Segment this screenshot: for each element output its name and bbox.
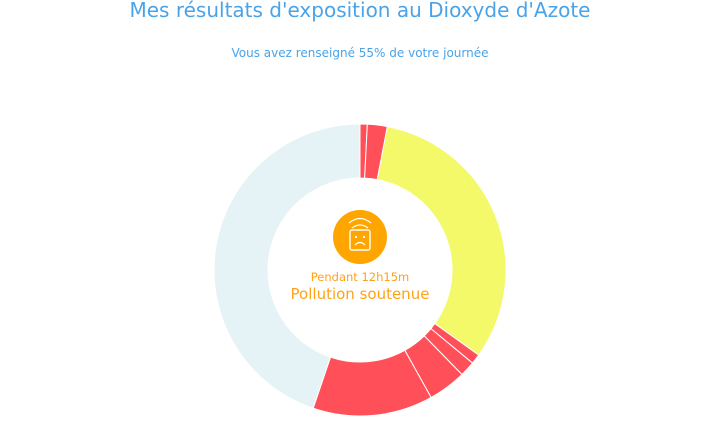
pollution-status: Pollution soutenue bbox=[290, 285, 430, 303]
page-title: Mes résultats d'exposition au Dioxyde d'… bbox=[129, 0, 591, 22]
donut-slice-3 bbox=[376, 126, 507, 356]
donut-slices bbox=[213, 123, 507, 417]
donut-slice-8 bbox=[213, 123, 361, 409]
completion-subtitle: Vous avez renseigné 55% de votre journée bbox=[231, 46, 489, 60]
sad-air-sensor-icon bbox=[333, 210, 387, 264]
exposure-duration: Pendant 12h15m bbox=[310, 270, 410, 284]
